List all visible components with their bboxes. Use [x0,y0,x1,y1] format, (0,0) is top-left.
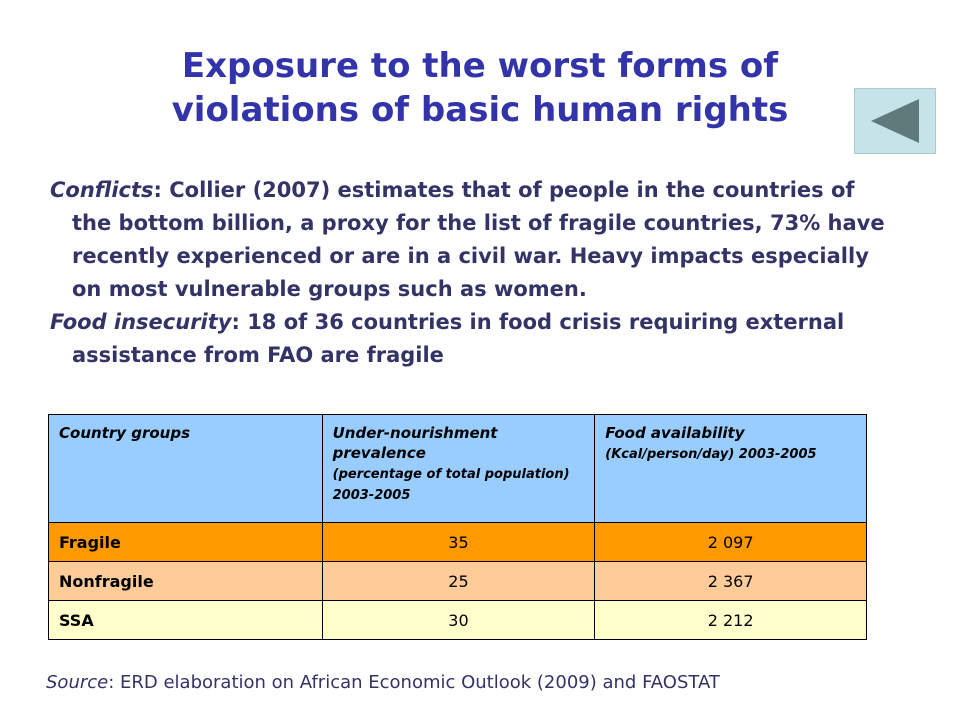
header-undernourishment: Under-nourishment prevalence (percentage… [321,414,596,523]
bullet-food-insecurity-lead: Food insecurity [50,310,232,334]
bullet-conflicts-lead: Conflicts [50,178,154,202]
header-country-groups-label: Country groups [59,424,191,442]
cell-undernourishment: 30 [321,600,596,640]
cell-undernourishment: 25 [321,561,596,601]
table-header-row: Country groups Under-nourishment prevale… [48,414,867,523]
cell-food-availability: 2 097 [594,522,867,562]
cell-group: SSA [48,600,323,640]
header-food-availability-label: Food availability [605,424,745,442]
cell-undernourishment: 35 [321,522,596,562]
food-security-table: Country groups Under-nourishment prevale… [48,414,867,640]
back-nav-button[interactable] [854,88,936,154]
table-row: Fragile 35 2 097 [48,522,867,562]
slide-title-line-1: Exposure to the worst forms of [181,46,779,86]
header-undernourishment-sub: (percentage of total population) 2003-20… [332,467,570,503]
table-row: Nonfragile 25 2 367 [48,561,867,601]
bullet-food-insecurity: Food insecurity: 18 of 36 countries in f… [50,306,890,372]
header-food-availability-sub: (Kcal/person/day) 2003-2005 [605,447,817,462]
source-lead: Source [46,672,109,693]
cell-food-availability: 2 367 [594,561,867,601]
cell-food-availability: 2 212 [594,600,867,640]
bullet-conflicts: Conflicts: Collier (2007) estimates that… [50,174,890,306]
slide-title: Exposure to the worst forms of violation… [60,44,900,132]
slide-title-line-2: violations of basic human rights [171,90,789,130]
cell-group: Fragile [48,522,323,562]
bullet-conflicts-text: : Collier (2007) estimates that of peopl… [72,178,885,301]
cell-group: Nonfragile [48,561,323,601]
bullet-list: Conflicts: Collier (2007) estimates that… [50,174,890,372]
header-food-availability: Food availability (Kcal/person/day) 2003… [594,414,867,523]
source-text: : ERD elaboration on African Economic Ou… [108,672,720,693]
header-country-groups: Country groups [48,414,323,523]
source-note: Source: ERD elaboration on African Econo… [46,672,720,693]
bullet-food-insecurity-text: : 18 of 36 countries in food crisis requ… [72,310,845,367]
back-triangle-icon [871,99,919,143]
table-row: SSA 30 2 212 [48,600,867,640]
header-undernourishment-label: Under-nourishment prevalence [332,424,498,462]
